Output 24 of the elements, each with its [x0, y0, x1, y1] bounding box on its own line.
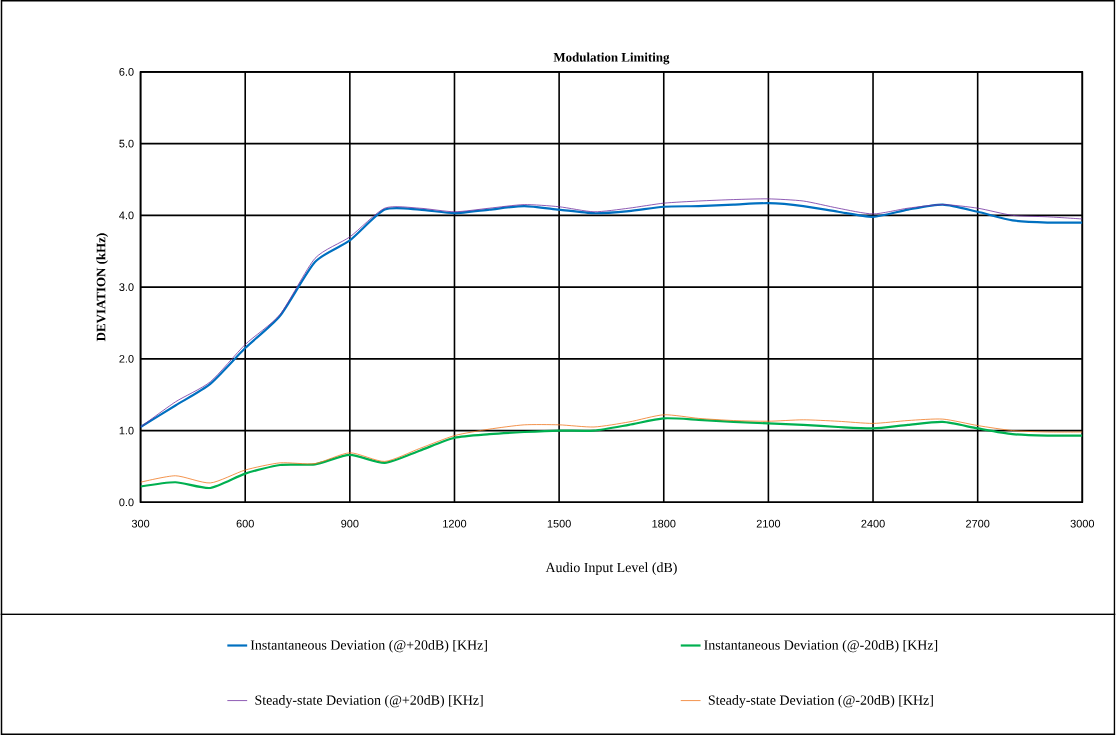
y-tick-label: 1.0: [119, 426, 134, 435]
y-axis-title: DEVIATION (kHz): [96, 233, 109, 342]
x-tick-label: 1800: [652, 519, 676, 528]
y-tick-label: 4.0: [119, 211, 134, 220]
y-tick-label: 3.0: [119, 283, 134, 291]
x-tick-label: 2100: [756, 519, 781, 528]
chart-title: Modulation Limiting: [553, 52, 670, 65]
legend-label: Instantaneous Deviation (@+20dB) [KHz]: [250, 639, 487, 653]
x-tick-label: 600: [236, 519, 254, 528]
x-tick-label: 2400: [861, 519, 885, 528]
x-tick-label: 300: [131, 519, 150, 528]
y-tick-label: 2.0: [119, 354, 134, 363]
legend-label: Steady-state Deviation (@-20dB) [KHz]: [708, 695, 933, 708]
legend-label: Steady-state Deviation (@+20dB) [KHz]: [255, 695, 483, 708]
x-tick-label: 3000: [1070, 519, 1095, 528]
x-tick-label: 900: [341, 519, 359, 528]
legend-label: Instantaneous Deviation (@-20dB) [KHz]: [704, 639, 938, 653]
x-tick-label: 1200: [443, 519, 467, 528]
x-tick-label: 1500: [547, 519, 571, 528]
x-tick-label: 2700: [966, 519, 990, 528]
y-tick-label: 6.0: [119, 68, 134, 76]
x-axis-title: Audio Input Level (dB): [545, 562, 677, 575]
y-tick-label: 0.0: [119, 498, 134, 507]
y-tick-label: 5.0: [119, 139, 134, 148]
